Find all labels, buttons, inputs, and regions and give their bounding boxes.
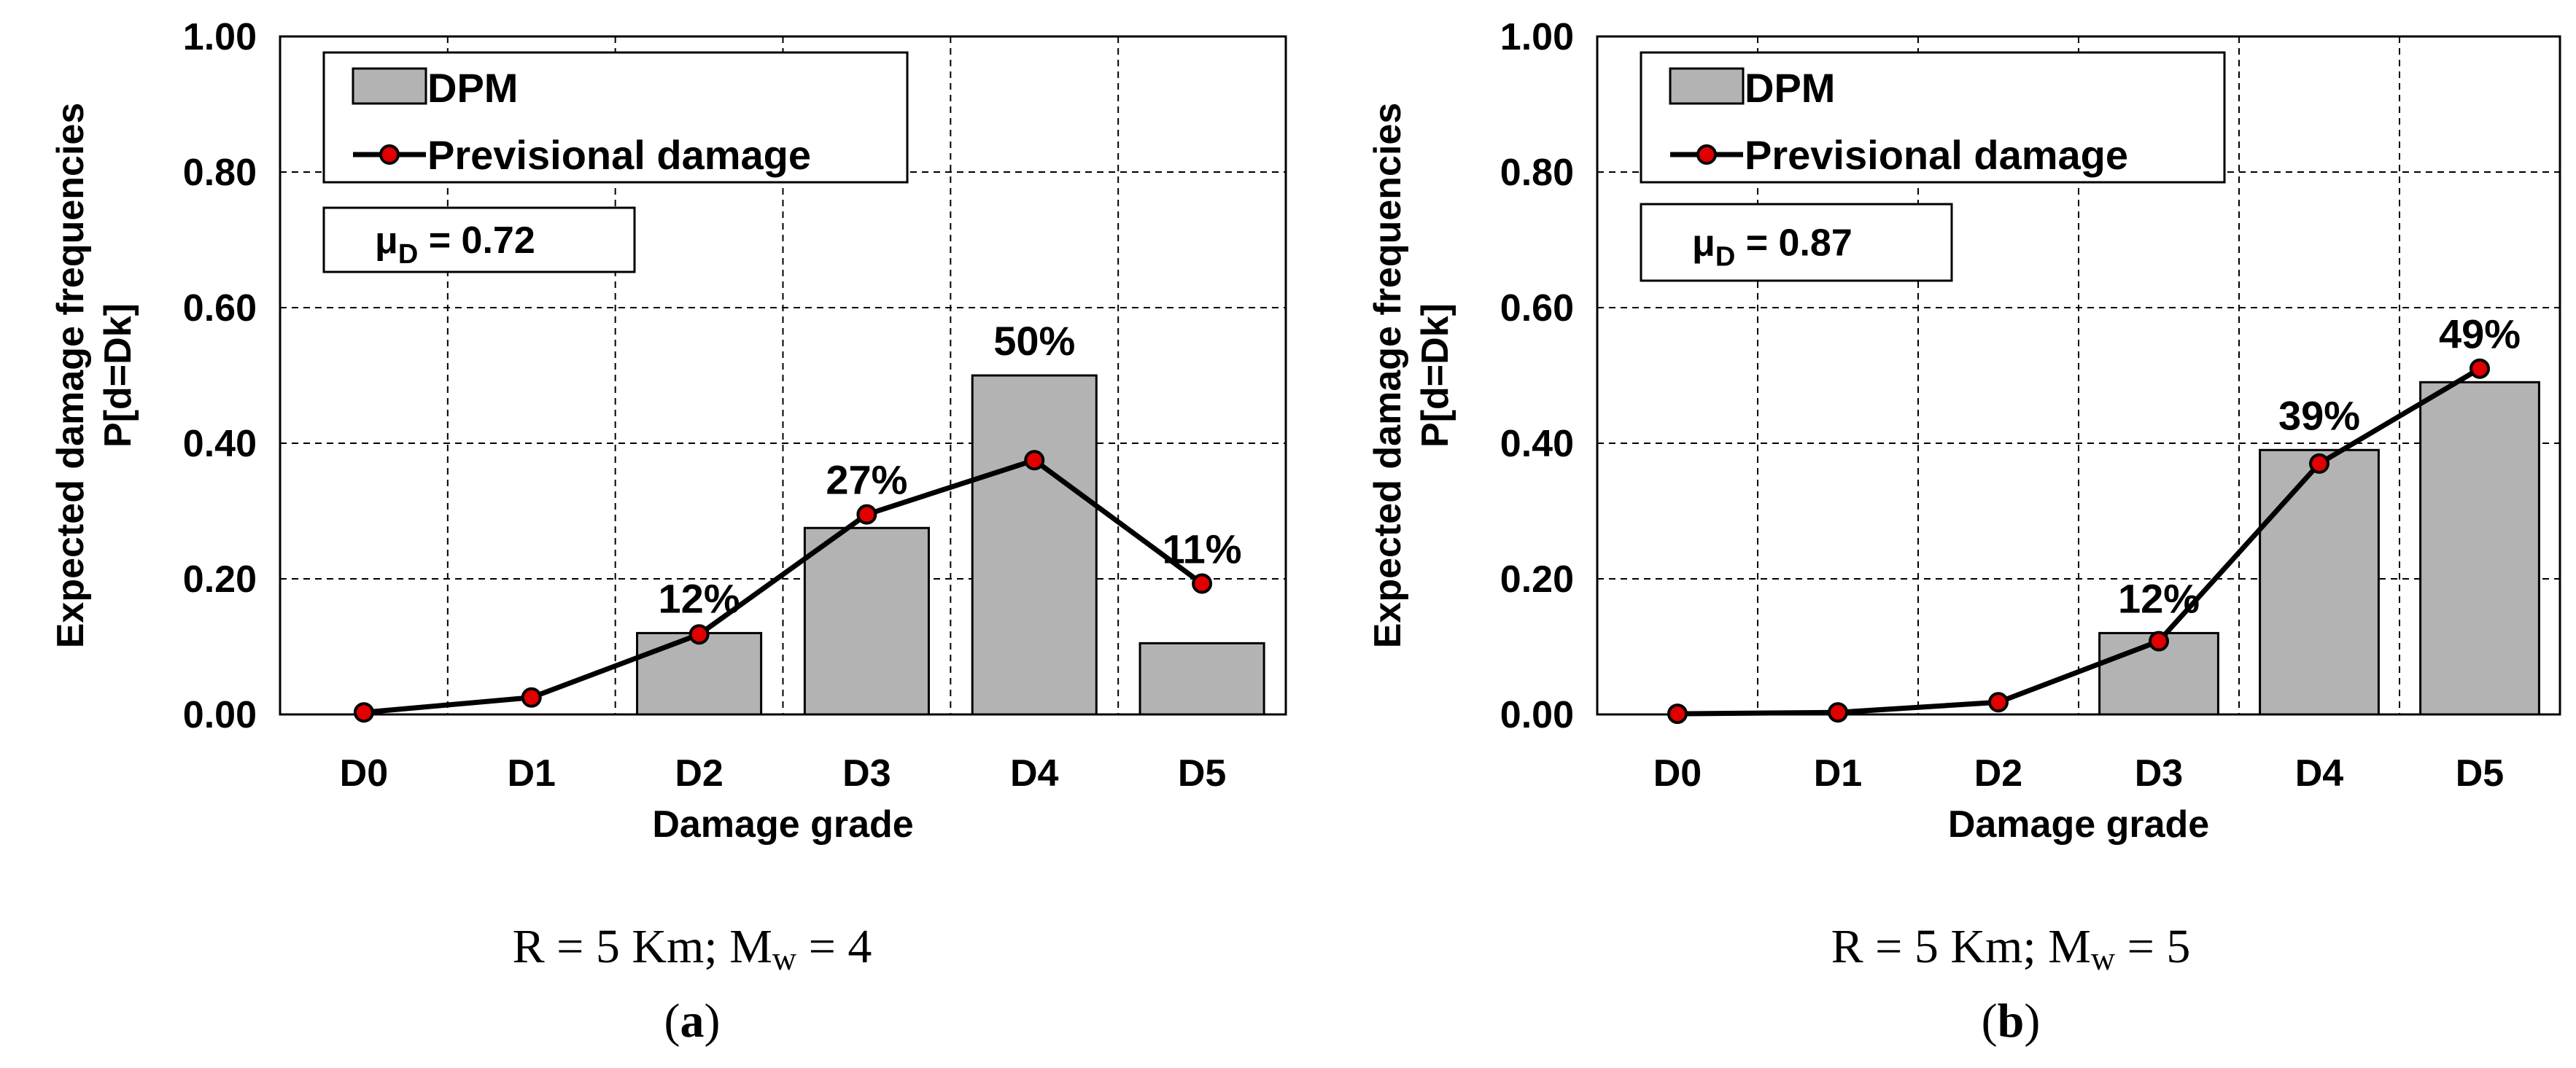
mu-box bbox=[1640, 203, 1953, 282]
y-tick-label: 0.00 bbox=[1500, 694, 1574, 736]
y-axis-label-line1: Expected damage frequencies bbox=[50, 103, 92, 649]
bar-D5 bbox=[1138, 642, 1265, 716]
series-line-previsional bbox=[363, 457, 1204, 715]
y-tick-label: 0.20 bbox=[1500, 558, 1574, 601]
panel-caption: R = 5 Km; Mw = 4 bbox=[513, 920, 872, 977]
x-axis-label: Damage grade bbox=[1948, 803, 2209, 846]
panel-label: (a) bbox=[664, 994, 721, 1048]
y-tick-label: 0.40 bbox=[1500, 423, 1574, 465]
legend-swatch-bar bbox=[1669, 67, 1745, 105]
mu-symbol: μ bbox=[1692, 222, 1715, 265]
mu-symbol: μ bbox=[375, 219, 398, 262]
x-tick-label: D2 bbox=[675, 752, 723, 795]
panel-label-open: ( bbox=[664, 994, 680, 1048]
mu-subscript: D bbox=[1715, 242, 1735, 273]
point-D1 bbox=[521, 687, 542, 708]
data-label-D4: 39% bbox=[2278, 392, 2360, 438]
chart-panel-a: 12% 27% 50% 11% 0.00 0.20 0.40 0.60 0.80 1.00 D0 D1… bbox=[50, 16, 1287, 1048]
panel-label-letter: b bbox=[1998, 994, 2025, 1048]
point-D1 bbox=[1828, 702, 1848, 723]
data-label-D3: 27% bbox=[826, 457, 907, 503]
bar-D4 bbox=[2259, 448, 2380, 716]
panel-label: (b) bbox=[1982, 994, 2041, 1048]
panel-label-open: ( bbox=[1982, 994, 1998, 1048]
series-line-previsional bbox=[1677, 366, 2481, 717]
data-label-D2: 12% bbox=[659, 575, 740, 621]
x-tick-label: D4 bbox=[1010, 752, 1059, 795]
y-tick-label: 0.20 bbox=[183, 558, 257, 601]
caption-main: R = 5 Km; M bbox=[1831, 920, 2091, 973]
mu-value: = 0.72 bbox=[418, 219, 535, 262]
panel-caption: R = 5 Km; Mw = 5 bbox=[1831, 920, 2191, 977]
data-label-D5: 49% bbox=[2439, 311, 2521, 357]
x-tick-label: D3 bbox=[842, 752, 891, 795]
x-tick-label: D0 bbox=[340, 752, 388, 795]
y-tick-label: 0.60 bbox=[1500, 287, 1574, 330]
x-axis-label: Damage grade bbox=[652, 803, 913, 846]
mu-text: μD = 0.87 bbox=[1692, 222, 1853, 273]
x-tick-label: D5 bbox=[2456, 752, 2504, 795]
legend-swatch-marker bbox=[1696, 144, 1717, 165]
panel-label-letter: a bbox=[680, 994, 705, 1048]
mu-subscript: D bbox=[398, 239, 418, 270]
legend-label-dpm: DPM bbox=[427, 65, 518, 111]
bar-D4 bbox=[971, 374, 1098, 716]
panel-label-close: ) bbox=[705, 994, 721, 1048]
x-tick-label: D1 bbox=[1814, 752, 1862, 795]
legend-label-dpm: DPM bbox=[1745, 65, 1835, 111]
caption-main: R = 5 Km; M bbox=[513, 920, 772, 973]
mu-box bbox=[322, 206, 636, 273]
plot-frame bbox=[279, 35, 1287, 716]
point-D0 bbox=[1667, 703, 1688, 725]
caption-subscript: w bbox=[772, 940, 797, 977]
point-D4 bbox=[2309, 453, 2329, 474]
caption-tail: = 4 bbox=[796, 920, 872, 973]
data-label-D4: 50% bbox=[993, 318, 1075, 364]
panel-label-close: ) bbox=[2024, 994, 2040, 1048]
caption-subscript: w bbox=[2091, 940, 2116, 977]
y-tick-label: 1.00 bbox=[1500, 16, 1574, 58]
mu-text: μD = 0.72 bbox=[375, 219, 535, 270]
y-tick-label: 0.40 bbox=[183, 423, 257, 465]
y-tick-label: 0.80 bbox=[183, 152, 257, 194]
point-D2 bbox=[1988, 692, 2009, 713]
y-tick-label: 0.60 bbox=[183, 287, 257, 330]
point-D3 bbox=[2149, 631, 2169, 652]
legend-label-previsional: Previsional damage bbox=[1745, 132, 2128, 178]
x-tick-label: D3 bbox=[2135, 752, 2183, 795]
y-tick-label: 1.00 bbox=[183, 16, 257, 58]
point-D4 bbox=[1024, 450, 1045, 471]
legend-swatch-bar bbox=[352, 67, 427, 105]
point-D0 bbox=[353, 702, 374, 723]
chart-panel-b: 12% 39% 49% 0.00 0.20 0.40 0.60 0.80 1.00 D0 D1 D2 D… bbox=[1367, 16, 2561, 1048]
x-tick-label: D5 bbox=[1178, 752, 1226, 795]
x-tick-label: D4 bbox=[2295, 752, 2344, 795]
legend-swatch-marker bbox=[379, 144, 400, 165]
mu-value: = 0.87 bbox=[1735, 222, 1852, 265]
bar-D3 bbox=[803, 526, 930, 716]
y-axis-label-line2: P[d=Dk] bbox=[97, 303, 139, 448]
x-tick-label: D1 bbox=[508, 752, 556, 795]
point-D5 bbox=[2470, 358, 2490, 379]
x-tick-label: D0 bbox=[1653, 752, 1702, 795]
y-axis-label-line2: P[d=Dk] bbox=[1414, 303, 1456, 448]
x-tick-label: D2 bbox=[1974, 752, 2022, 795]
y-tick-label: 0.80 bbox=[1500, 152, 1574, 194]
data-label-D3: 12% bbox=[2118, 575, 2200, 621]
y-tick-label: 0.00 bbox=[183, 694, 257, 736]
bar-D2 bbox=[636, 631, 763, 716]
point-D5 bbox=[1192, 573, 1213, 594]
plot-frame bbox=[1596, 35, 2561, 716]
point-D2 bbox=[688, 624, 710, 645]
legend-label-previsional: Previsional damage bbox=[427, 132, 811, 178]
caption-tail: = 5 bbox=[2115, 920, 2190, 973]
y-axis-label-line1: Expected damage frequencies bbox=[1367, 103, 1409, 649]
point-D3 bbox=[856, 504, 877, 525]
bar-D5 bbox=[2419, 381, 2540, 716]
data-label-D5: 11% bbox=[1163, 526, 1242, 572]
